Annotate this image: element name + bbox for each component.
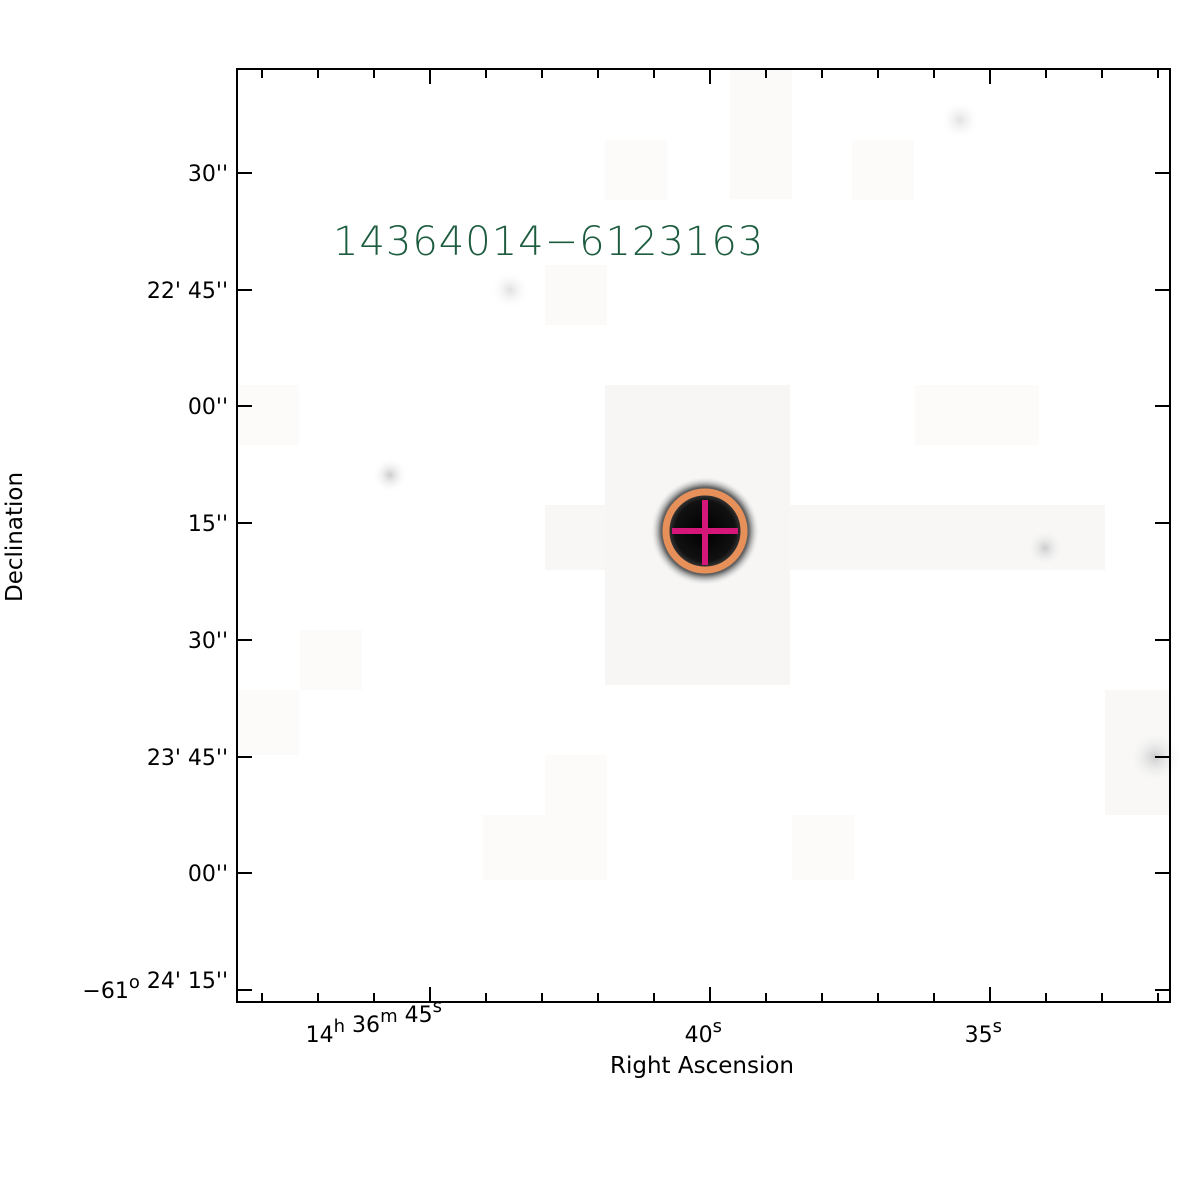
y-tick-label-part: 23' 45'' <box>147 746 228 771</box>
frame <box>236 68 1171 1003</box>
y-tick-label: −61o 24' 15'' <box>82 969 228 1004</box>
y-tick-label-part: 24' 15'' <box>140 969 228 994</box>
x-tick-label-sup: m <box>380 1006 398 1027</box>
y-tick-label-part: 30'' <box>188 162 228 187</box>
y-tick-label: 00'' <box>188 862 228 887</box>
y-tick-label-part: 30'' <box>188 629 228 654</box>
x-tick-label: 35s <box>965 1016 1002 1048</box>
x-tick-label-sup: s <box>713 1016 722 1037</box>
y-tick-label: 30'' <box>188 162 228 187</box>
image <box>237 69 1180 1002</box>
x-tick-label: 14h 36m 45s <box>306 996 442 1048</box>
x-tick-label-part: 14 <box>306 1023 334 1048</box>
y-tick-label-part: 22' 45'' <box>147 279 228 304</box>
y-tick-label: 23' 45'' <box>147 746 228 771</box>
x-tick-label: 40s <box>685 1016 722 1048</box>
y-axis-label: Declination <box>2 472 28 602</box>
source-name: 14364014−6123163 <box>333 219 764 265</box>
source-cross <box>672 500 738 565</box>
x-tick-label-sup: h <box>334 1016 345 1037</box>
x-tick-label-part: 36 <box>345 1013 380 1038</box>
x-tick-label-sup: s <box>993 1016 1002 1037</box>
y-tick-label: 00'' <box>188 395 228 420</box>
x-tick-label-part: 35 <box>965 1023 993 1048</box>
x-tick-label-part: 45 <box>398 1003 433 1028</box>
y-tick-label-part: 00'' <box>188 395 228 420</box>
y-tick-label-part: −61 <box>82 979 128 1004</box>
y-tick-label-sup: o <box>129 972 140 993</box>
y-tick-label-part: 00'' <box>188 862 228 887</box>
x-tick-label-part: 40 <box>685 1023 713 1048</box>
source-circle <box>662 488 748 574</box>
x-tick-label-sup: s <box>433 996 442 1017</box>
y-tick-label-part: 15'' <box>188 512 228 537</box>
y-tick-label: 30'' <box>188 629 228 654</box>
y-tick-label: 22' 45'' <box>147 279 228 304</box>
ticks: 30'' 22' 45'' 00'' 15'' 30'' 23' 45'' 00'' −61o… <box>82 69 1170 1048</box>
y-tick-label: 15'' <box>188 512 228 537</box>
x-axis-label: Right Ascension <box>610 1053 794 1079</box>
